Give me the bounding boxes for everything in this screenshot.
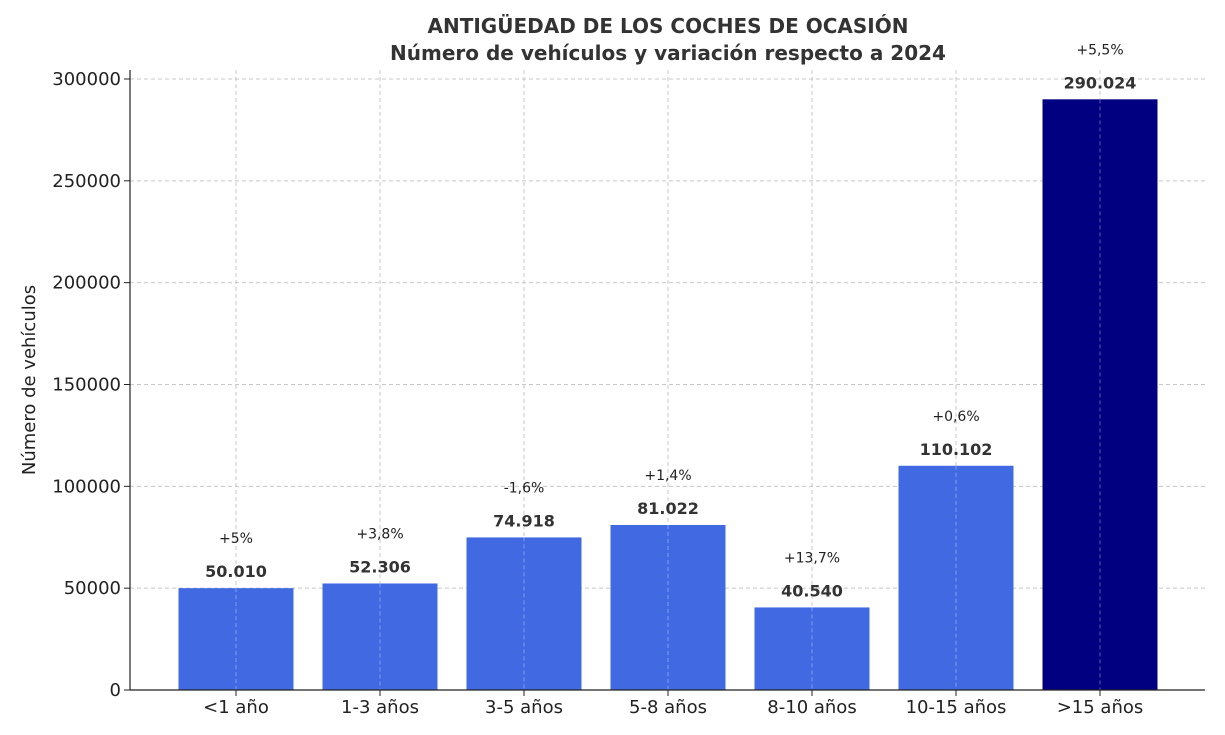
x-tick-label: 8-10 años [767,697,856,718]
y-tick-label: 150000 [52,375,121,396]
y-tick-label: 200000 [52,273,121,294]
y-tick-label: 0 [110,680,121,701]
bar [898,465,1014,690]
bar [610,524,726,690]
bar [322,583,438,690]
y-tick-label: 250000 [52,171,121,192]
x-tick-label: 10-15 años [906,697,1007,718]
x-tick-label: <1 año [203,697,269,718]
value-label: 290.024 [1064,73,1137,92]
y-axis-label: Número de vehículos [19,285,40,475]
bar [754,607,870,690]
variation-label: -1,6% [504,480,545,496]
y-tick-label: 100000 [52,476,121,497]
value-label: 52.306 [349,557,411,576]
variation-label: +1,4% [644,468,691,484]
variation-label: +13,7% [784,550,840,566]
value-label: 81.022 [637,499,699,518]
value-label: 50.010 [205,562,267,581]
variation-label: +3,8% [356,526,403,542]
x-tick-label: >15 años [1057,697,1144,718]
bar [466,537,582,690]
bars: 50.010 +5% 52.306 +3,8% 74.918 -1,6% 81.022 +1,… [178,42,1158,690]
chart-title: ANTIGÜEDAD DE LOS COCHES DE OCASIÓN [428,14,909,38]
x-tick-label: 3-5 años [485,697,563,718]
bar [1042,99,1158,690]
x-tick-label: 5-8 años [629,697,707,718]
chart-subtitle: Número de vehículos y variación respecto… [390,41,946,65]
value-label: 40.540 [781,581,843,600]
x-tick-label: 1-3 años [341,697,419,718]
y-tick-label: 300000 [52,69,121,90]
variation-label: +5,5% [1076,42,1123,58]
variation-label: +5% [219,531,253,547]
variation-label: +0,6% [932,409,979,425]
bar [178,588,294,690]
value-label: 110.102 [920,440,993,459]
y-tick-label: 50000 [64,578,121,599]
value-label: 74.918 [493,511,555,530]
axes: 0 50000 100000 150000 200000 250000 300000 <1 a… [52,69,1205,718]
